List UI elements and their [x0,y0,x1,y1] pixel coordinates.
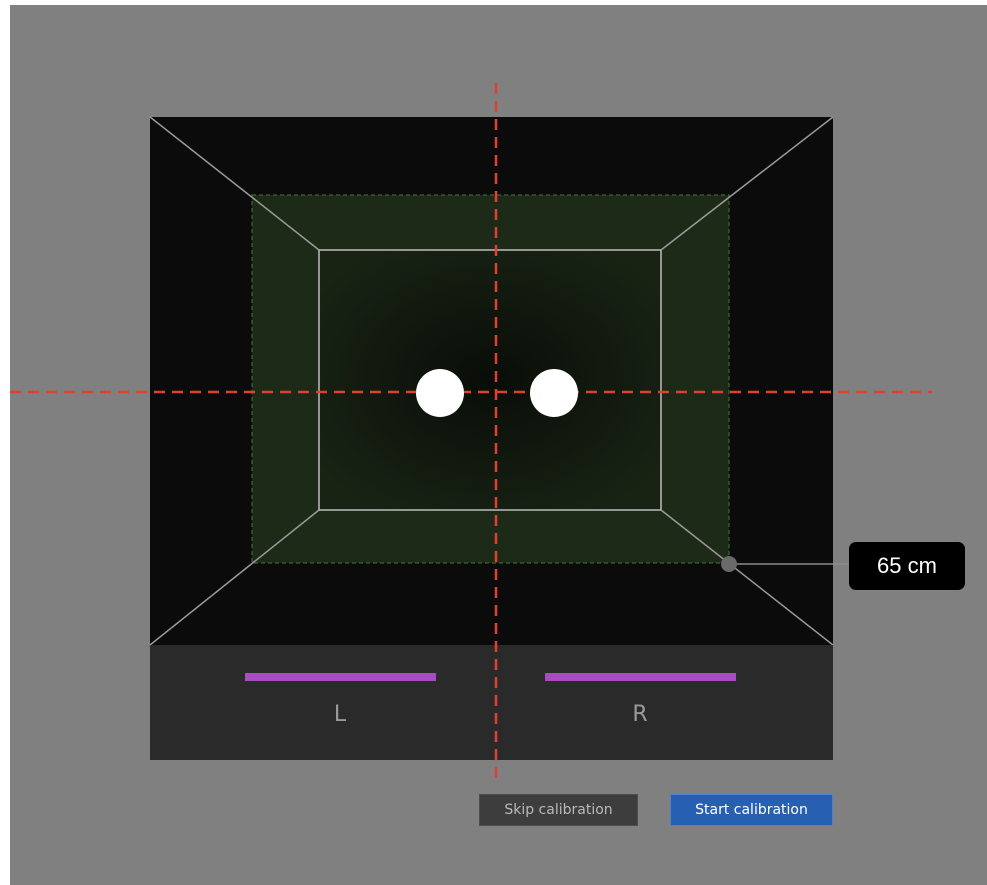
distance-badge: 65 cm [849,542,965,590]
perspective-lines [149,116,834,646]
skip-calibration-button[interactable]: Skip calibration [479,794,638,826]
right-eye-label: R [632,702,648,727]
target-rectangle [318,249,662,511]
right-eye-dot [530,369,578,417]
left-eye-dot [416,369,464,417]
start-calibration-button[interactable]: Start calibration [670,794,833,826]
left-eye-indicator [245,673,436,681]
right-eye-indicator [545,673,736,681]
eye-status-panel [150,645,833,760]
distance-marker [721,556,737,572]
left-eye-label: L [333,702,347,727]
calibration-screen: L R 65 cm Skip calibration Start calibra… [10,5,987,885]
track-box [10,83,932,780]
